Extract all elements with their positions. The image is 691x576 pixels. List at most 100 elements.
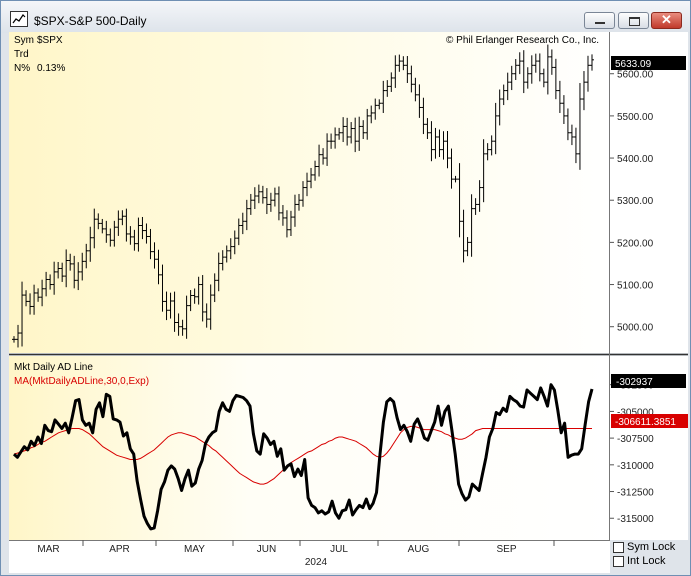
price-bar xyxy=(517,52,522,75)
price-bar xyxy=(108,228,113,247)
price-bar xyxy=(513,59,518,80)
month-label: JUN xyxy=(257,544,276,555)
price-bar xyxy=(389,72,394,92)
price-bar xyxy=(48,274,53,290)
maximize-button[interactable] xyxy=(618,12,649,29)
price-bar xyxy=(561,95,566,125)
close-button[interactable]: ✕ xyxy=(651,12,682,29)
price-bar xyxy=(224,245,229,263)
price-tick-label: 5500.00 xyxy=(617,112,654,123)
price-bar xyxy=(264,188,269,215)
minimize-button[interactable] xyxy=(584,12,615,29)
price-bar xyxy=(533,53,538,73)
price-bar xyxy=(160,264,165,312)
sym-lock-box[interactable] xyxy=(613,542,624,553)
month-label: MAR xyxy=(37,544,59,555)
price-tick-label: 5600.00 xyxy=(617,70,654,81)
price-bar xyxy=(509,65,514,91)
sym-lock-label: Sym Lock xyxy=(627,541,676,553)
price-bar xyxy=(385,80,390,97)
price-bar xyxy=(401,56,406,71)
price-bar xyxy=(272,187,277,207)
price-bar xyxy=(369,105,374,124)
int-lock-checkbox[interactable]: Int Lock xyxy=(612,555,690,569)
price-bar xyxy=(64,249,69,288)
price-bar xyxy=(164,291,169,321)
price-bar xyxy=(393,55,398,88)
price-bar xyxy=(549,49,554,75)
int-lock-box[interactable] xyxy=(613,556,624,567)
ma-last-label: -306611.3851 xyxy=(615,417,676,428)
price-bar xyxy=(553,58,558,100)
price-bar xyxy=(148,228,153,260)
price-bar xyxy=(317,144,322,177)
price-bar xyxy=(240,212,245,235)
price-bar xyxy=(353,117,358,153)
n-label: N% xyxy=(14,63,30,74)
price-bar xyxy=(268,192,273,212)
ad-tick-label: -312500 xyxy=(617,488,654,499)
price-bar xyxy=(341,117,346,143)
price-bar xyxy=(40,279,45,307)
price-bar xyxy=(120,210,125,226)
price-bar xyxy=(521,50,526,94)
price-bar xyxy=(232,230,237,255)
price-bar xyxy=(569,124,574,146)
sym-lock-checkbox[interactable]: Sym Lock xyxy=(612,541,690,555)
int-lock-label: Int Lock xyxy=(627,555,666,567)
price-bar xyxy=(196,276,201,305)
price-bar xyxy=(152,242,157,269)
price-bar xyxy=(96,213,101,230)
month-label: SEP xyxy=(496,544,516,555)
price-bar xyxy=(333,127,338,149)
price-bar xyxy=(220,250,225,271)
price-bar xyxy=(477,180,482,212)
price-bar xyxy=(573,127,578,164)
price-bar xyxy=(184,295,189,339)
price-bar xyxy=(397,54,402,72)
price-bar xyxy=(425,118,430,140)
ma-label: MA(MktDailyADLine,30,0,Exp) xyxy=(14,376,149,387)
n-value: 0.13% xyxy=(37,63,65,74)
ad-tick-label: -310000 xyxy=(617,461,654,472)
price-bar xyxy=(457,163,462,238)
ma-last-box xyxy=(611,414,688,428)
price-bar xyxy=(208,284,213,330)
price-bar xyxy=(429,121,434,162)
price-bar xyxy=(124,208,129,242)
price-bar xyxy=(489,135,494,156)
sym-value[interactable]: $SPX xyxy=(37,35,63,46)
price-bar xyxy=(349,122,354,144)
price-tick-label: 5400.00 xyxy=(617,154,654,165)
price-bar xyxy=(465,237,470,257)
price-bar xyxy=(313,160,318,181)
price-bar xyxy=(188,290,193,312)
price-bar xyxy=(104,220,109,243)
trd-label: Trd xyxy=(14,49,29,60)
price-bar xyxy=(453,175,458,183)
price-bar xyxy=(373,98,378,120)
ad-title: Mkt Daily AD Line xyxy=(14,362,93,373)
title-bar[interactable]: $SPX-S&P 500-Daily ✕ xyxy=(1,1,690,33)
month-label: AUG xyxy=(408,544,430,555)
price-bar xyxy=(228,238,233,260)
price-bar xyxy=(20,281,25,347)
price-tick-label: 5100.00 xyxy=(617,281,654,292)
price-bar xyxy=(92,208,97,249)
price-bar xyxy=(321,148,326,165)
month-label: MAY xyxy=(184,544,205,555)
price-bar xyxy=(116,210,121,236)
price-axis-area xyxy=(610,32,688,353)
window-title: $SPX-S&P 500-Daily xyxy=(34,14,147,28)
price-bar xyxy=(288,210,293,236)
price-plot-area xyxy=(9,32,610,353)
price-bar xyxy=(16,324,21,348)
price-bar xyxy=(236,218,241,246)
price-bar xyxy=(252,187,257,210)
price-bar xyxy=(493,102,498,155)
price-tick-label: 5200.00 xyxy=(617,238,654,249)
month-label: JUL xyxy=(330,544,348,555)
price-bar xyxy=(357,116,362,151)
price-bar xyxy=(545,44,550,95)
